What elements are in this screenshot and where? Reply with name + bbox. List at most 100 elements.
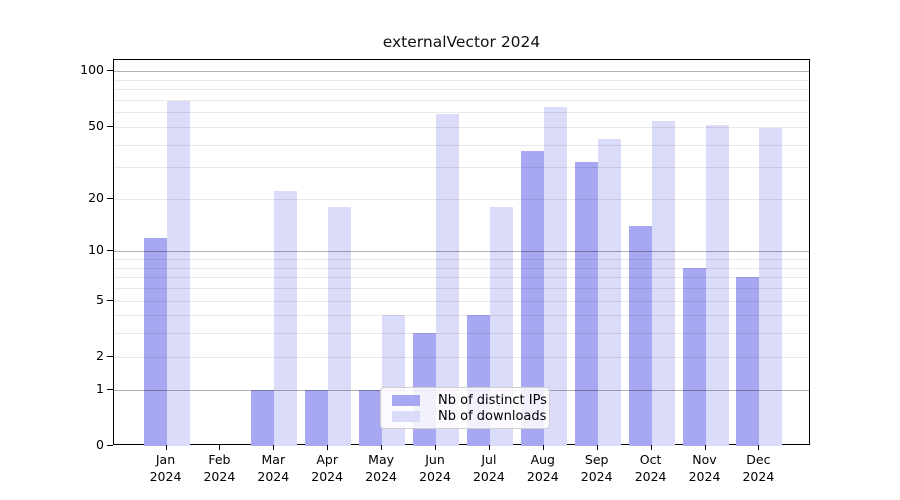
x-tick-label: May 2024 bbox=[349, 452, 413, 485]
x-tick-month: Feb bbox=[208, 452, 231, 467]
x-tick-label: Mar 2024 bbox=[241, 452, 305, 485]
x-tick-month: Sep bbox=[584, 452, 609, 467]
legend-item-distinct-ips: Nb of distinct IPs bbox=[392, 392, 547, 408]
y-tick-mark bbox=[107, 197, 113, 199]
bar-nb-of-downloads-sep bbox=[597, 138, 621, 446]
legend-swatch-distinct-ips bbox=[392, 394, 420, 406]
x-tick-mark bbox=[758, 445, 760, 450]
x-tick-year: 2024 bbox=[472, 468, 505, 484]
y-tick-label: 2 bbox=[96, 347, 104, 363]
x-tick-label: Jan 2024 bbox=[134, 452, 198, 485]
x-tick-mark bbox=[542, 445, 544, 450]
y-tick-mark bbox=[107, 445, 113, 446]
gridline-major bbox=[114, 71, 809, 73]
legend-item-downloads: Nb of downloads bbox=[392, 408, 546, 424]
x-tick-mark bbox=[327, 445, 329, 450]
bar-nb-of-downloads-oct bbox=[651, 120, 675, 446]
y-tick-mark bbox=[107, 388, 113, 390]
y-tick-label: 10 bbox=[88, 242, 104, 258]
y-tick-label: 20 bbox=[88, 189, 104, 205]
x-tick-month: Nov bbox=[692, 452, 717, 467]
x-tick-mark bbox=[704, 445, 706, 450]
y-tick-label: 5 bbox=[96, 291, 104, 307]
bar-nb-of-distinct-ips-aug bbox=[520, 150, 544, 446]
x-tick-label: Jun 2024 bbox=[403, 452, 467, 485]
x-tick-mark bbox=[488, 445, 490, 450]
x-tick-label: Dec 2024 bbox=[726, 452, 790, 485]
gridline-minor bbox=[114, 144, 809, 146]
bar-nb-of-downloads-nov bbox=[705, 125, 729, 446]
x-tick-mark bbox=[435, 445, 436, 450]
x-tick-mark bbox=[596, 445, 598, 450]
x-tick-year: 2024 bbox=[526, 468, 559, 484]
gridline-minor bbox=[114, 112, 809, 114]
y-tick-mark bbox=[107, 299, 113, 301]
x-tick-month: Jul bbox=[481, 452, 497, 467]
bar-nb-of-distinct-ips-nov bbox=[682, 267, 706, 446]
gridline-minor bbox=[114, 126, 809, 128]
x-tick-year: 2024 bbox=[419, 468, 451, 484]
bar-nb-of-downloads-jul bbox=[489, 206, 513, 446]
x-tick-mark bbox=[650, 445, 652, 450]
gridline-major bbox=[114, 251, 809, 253]
x-tick-label: Feb 2024 bbox=[187, 452, 251, 485]
legend: Nb of distinct IPs Nb of downloads bbox=[380, 387, 550, 429]
y-tick-mark bbox=[107, 355, 113, 357]
x-tick-mark bbox=[219, 445, 221, 450]
y-tick-label: 1 bbox=[96, 380, 104, 396]
x-tick-year: 2024 bbox=[257, 468, 290, 484]
x-tick-month: Mar bbox=[261, 452, 286, 467]
bar-nb-of-distinct-ips-jan bbox=[143, 237, 167, 446]
x-tick-mark bbox=[165, 445, 167, 450]
gridline-minor bbox=[114, 99, 809, 101]
gridline-minor bbox=[114, 356, 809, 358]
x-tick-month: Oct bbox=[639, 452, 662, 467]
bar-nb-of-distinct-ips-oct bbox=[628, 226, 652, 446]
gridline-minor bbox=[114, 333, 809, 335]
legend-label-downloads: Nb of downloads bbox=[438, 408, 547, 424]
x-tick-month: Dec bbox=[746, 452, 771, 467]
bar-nb-of-distinct-ips-dec bbox=[736, 277, 760, 446]
bar-nb-of-downloads-jun bbox=[436, 113, 459, 446]
bar-nb-of-distinct-ips-apr bbox=[305, 389, 329, 446]
gridline-minor bbox=[114, 89, 809, 91]
x-tick-label: Sep 2024 bbox=[565, 452, 629, 485]
x-tick-label: Jul 2024 bbox=[457, 452, 521, 485]
x-tick-year: 2024 bbox=[580, 468, 613, 484]
bar-nb-of-distinct-ips-mar bbox=[251, 389, 275, 446]
bar-nb-of-distinct-ips-sep bbox=[574, 162, 598, 446]
y-tick-mark bbox=[107, 250, 113, 252]
chart-title: externalVector 2024 bbox=[382, 33, 541, 51]
y-tick-label: 100 bbox=[80, 62, 104, 78]
legend-swatch-downloads bbox=[392, 410, 420, 422]
x-tick-month: Aug bbox=[530, 452, 555, 467]
x-tick-year: 2024 bbox=[365, 468, 397, 484]
x-tick-year: 2024 bbox=[742, 468, 775, 484]
x-tick-year: 2024 bbox=[688, 468, 721, 484]
y-tick-label: 0 bbox=[96, 437, 104, 452]
x-tick-label: Nov 2024 bbox=[673, 452, 737, 485]
x-tick-label: Aug 2024 bbox=[511, 452, 575, 485]
x-tick-label: Apr 2024 bbox=[295, 452, 359, 485]
x-tick-month: Jun bbox=[425, 452, 445, 467]
y-tick-mark bbox=[107, 70, 113, 72]
x-tick-mark bbox=[273, 445, 275, 450]
gridline-minor bbox=[114, 315, 809, 317]
x-tick-mark bbox=[381, 445, 383, 450]
x-tick-year: 2024 bbox=[203, 468, 236, 484]
y-tick-label: 50 bbox=[88, 117, 104, 133]
gridline-minor bbox=[114, 288, 809, 289]
x-tick-year: 2024 bbox=[634, 468, 667, 484]
bar-nb-of-downloads-jan bbox=[166, 101, 190, 446]
x-tick-label: Oct 2024 bbox=[619, 452, 683, 485]
gridline-minor bbox=[114, 259, 809, 260]
gridline-minor bbox=[114, 79, 809, 81]
gridline-minor bbox=[114, 198, 809, 200]
bar-nb-of-distinct-ips-may bbox=[359, 389, 383, 446]
plot-area: Nb of distinct IPs Nb of downloads bbox=[113, 59, 810, 446]
gridline-minor bbox=[114, 167, 809, 169]
y-tick-mark bbox=[107, 125, 113, 127]
